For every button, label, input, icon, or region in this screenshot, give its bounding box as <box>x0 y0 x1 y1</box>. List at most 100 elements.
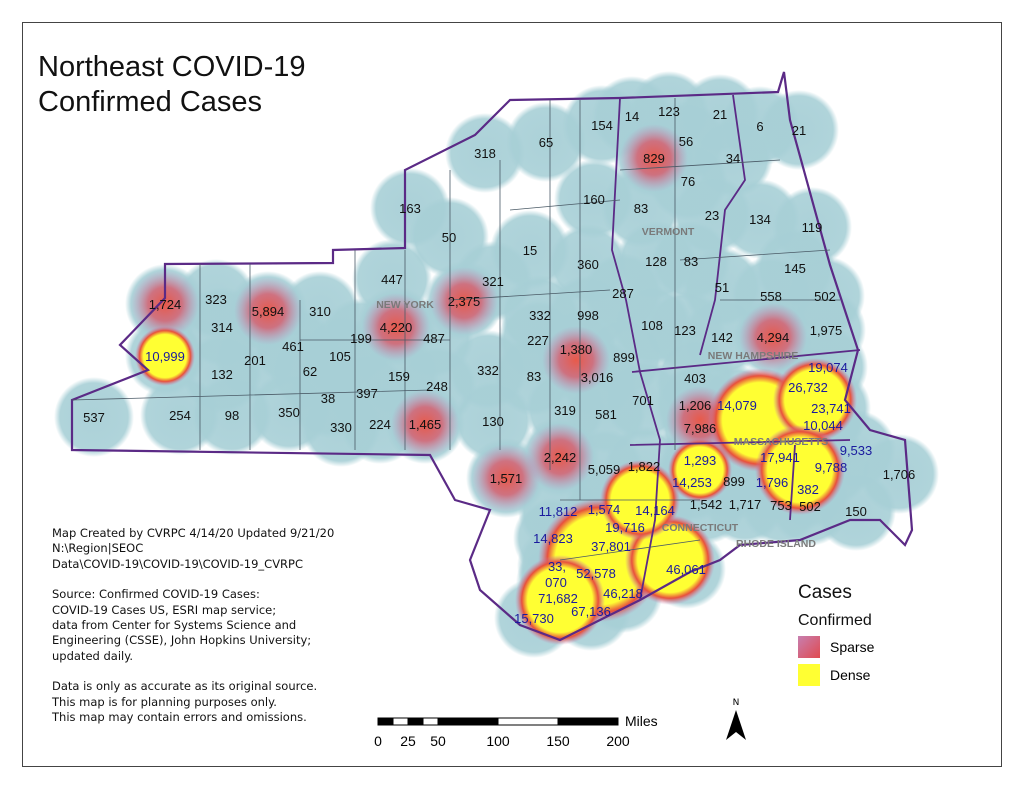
county-case-label: 50 <box>442 230 456 245</box>
county-case-label: 899 <box>723 474 745 489</box>
county-case-labels: 1,724 323 5,894 310 314 10,999 201 461 132 62 105 1… <box>83 104 915 626</box>
heat-blob <box>391 390 459 458</box>
county-case-label: 17,941 <box>760 450 800 465</box>
note-line: Data is only as accurate as its original… <box>52 679 318 694</box>
heat-blob <box>755 425 845 515</box>
state-label: CONNECTICUT <box>662 522 739 534</box>
county-case-label: 62 <box>303 364 317 379</box>
county-case-label: 1,206 <box>679 398 712 413</box>
county-case-label: 4,294 <box>757 330 790 345</box>
north-arrow: N <box>724 698 748 745</box>
county-case-label: 9,788 <box>815 460 848 475</box>
county-case-label: 397 <box>356 386 378 401</box>
dense-swatch <box>798 664 820 686</box>
county-case-label: 83 <box>527 369 541 384</box>
heat-blob <box>515 555 605 645</box>
county-case-label: 14,164 <box>635 503 675 518</box>
state-border-ma <box>629 349 861 521</box>
county-case-label: 1,465 <box>409 417 442 432</box>
county-case-label: 9,533 <box>840 443 873 458</box>
county-case-label: 829 <box>643 151 665 166</box>
heat-blob <box>668 438 732 502</box>
note-line: Data\COVID-19\COVID-19\COVID-19_CVRPC <box>52 556 304 571</box>
county-case-label: 46,061 <box>666 562 706 577</box>
county-case-label: 403 <box>684 371 706 386</box>
county-case-label: 2,375 <box>448 294 481 309</box>
heat-blob <box>773 358 857 442</box>
county-case-label: 123 <box>658 104 680 119</box>
county-case-label: 150 <box>845 504 867 519</box>
county-case-label: 360 <box>577 257 599 272</box>
county-case-label: 1,380 <box>560 342 593 357</box>
county-case-label: 502 <box>799 499 821 514</box>
heat-blob <box>135 326 195 386</box>
county-case-label: 159 <box>388 369 410 384</box>
county-case-label: 128 <box>645 254 667 269</box>
county-case-label: 83 <box>684 254 698 269</box>
state-label: NEW YORK <box>376 299 434 311</box>
north-label: N <box>732 698 740 708</box>
scale-tick: 50 <box>430 733 446 749</box>
county-case-label: 23 <box>705 208 719 223</box>
heat-blob <box>526 423 594 491</box>
credit-note: Map Created by CVRPC 4/14/20 Updated 9/2… <box>52 526 334 572</box>
county-case-label: 10,999 <box>145 349 185 364</box>
county-case-label: 447 <box>381 272 403 287</box>
county-case-label: 15,730 <box>514 611 554 626</box>
note-line: COVID-19 Cases US, ESRI map service; <box>52 602 277 617</box>
county-case-label: 19,074 <box>808 360 848 375</box>
heat-blob <box>362 293 430 361</box>
county-case-label: 701 <box>632 393 654 408</box>
state-label: VERMONT <box>642 226 695 238</box>
county-case-label: 10,044 <box>803 418 843 433</box>
region-boundaries <box>70 71 914 642</box>
note-line: N:\Region|SEOC <box>52 541 144 556</box>
county-case-label: 330 <box>330 420 352 435</box>
note-line: updated daily. <box>52 648 134 663</box>
county-case-label: 26,732 <box>788 380 828 395</box>
county-case-label: 67,136 <box>571 604 611 619</box>
state-label: MASSACHUSETTS <box>734 436 829 448</box>
county-case-label: 38 <box>321 391 335 406</box>
county-case-label: 1,796 <box>756 475 789 490</box>
state-labels: NEW YORK VERMONT NEW HAMPSHIRE MASSACHUSETT… <box>376 226 828 550</box>
county-case-label: 487 <box>423 331 445 346</box>
county-case-label: 558 <box>760 289 782 304</box>
heat-blob <box>620 124 688 192</box>
title-line-2: Confirmed Cases <box>38 86 263 118</box>
county-case-label: 76 <box>681 174 695 189</box>
scale-tick: 25 <box>400 733 416 749</box>
county-case-label: 4,220 <box>380 320 413 335</box>
county-case-label: 199 <box>350 331 372 346</box>
county-case-label: 1,542 <box>690 497 723 512</box>
note-line: This map is for planning purposes only. <box>52 694 277 709</box>
county-case-label: 37,801 <box>591 539 631 554</box>
county-case-label: 163 <box>399 201 421 216</box>
county-case-label: 382 <box>797 482 819 497</box>
map-frame <box>22 22 1002 767</box>
county-case-label: 108 <box>641 318 663 333</box>
title-line-1: Northeast COVID-19 <box>38 51 306 83</box>
county-case-label: 123 <box>674 323 696 338</box>
county-case-label: 98 <box>225 408 239 423</box>
county-case-label: 332 <box>529 308 551 323</box>
county-case-label: 5,059 <box>588 462 621 477</box>
county-case-label: 998 <box>577 308 599 323</box>
heat-blob <box>542 326 610 394</box>
county-case-label: 142 <box>711 330 733 345</box>
scale-bar: Miles 0 25 50 100 150 200 <box>370 713 670 757</box>
legend-label: Dense <box>830 667 871 683</box>
legend-title: Cases <box>798 582 852 603</box>
county-case-label: 254 <box>169 408 191 423</box>
county-case-label: 1,571 <box>490 471 523 486</box>
county-case-label: 7,986 <box>684 421 717 436</box>
region-outline <box>70 71 914 642</box>
county-case-label: 65 <box>539 135 553 150</box>
heat-blob <box>472 444 540 512</box>
legend-item-dense: Dense <box>798 664 874 686</box>
county-case-label: 070 <box>545 575 567 590</box>
county-case-label: 15 <box>523 243 537 258</box>
county-case-label: 581 <box>595 407 617 422</box>
county-case-label: 502 <box>814 289 836 304</box>
